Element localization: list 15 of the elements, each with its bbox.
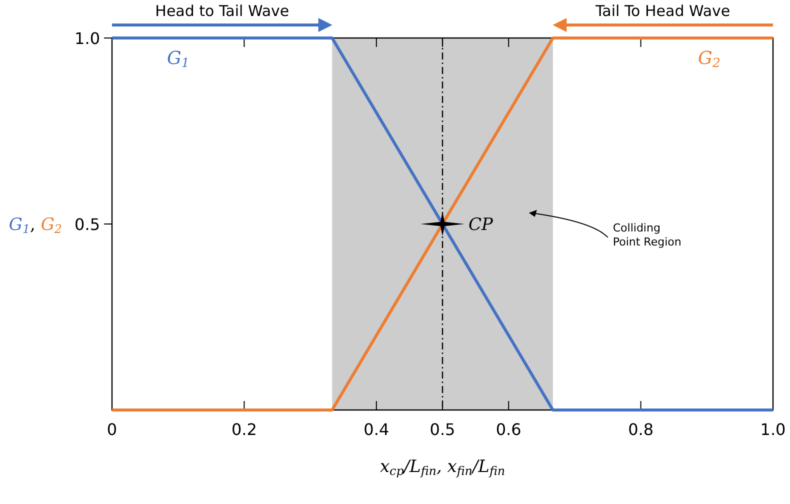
- x-tick-label: 0.6: [496, 420, 522, 439]
- x-axis-title: x$_{cp}$/L$_{fin}$, x$_{fin}$/L$_{fin}$: [380, 457, 506, 478]
- text: Head to Tail Wave: [155, 2, 290, 20]
- series-label: G$_{1}$: [167, 48, 190, 70]
- y-axis-title: G$_{1}$, G$_{2}$: [8, 215, 62, 236]
- x-tick-label: 1.0: [760, 420, 786, 439]
- band-label: Colliding Point Region: [612, 221, 682, 248]
- x-tick-label: 0.2: [231, 420, 257, 439]
- x-tick-label: 0: [106, 420, 118, 439]
- series-label: G$_{2}$: [698, 48, 720, 70]
- x-tick-label: 0.4: [364, 420, 390, 439]
- text: Tail To Head Wave: [594, 2, 730, 20]
- x-tick-label: 0.5: [430, 420, 456, 439]
- annotation: CP: [468, 215, 494, 235]
- x-tick-label: 0.8: [628, 420, 654, 439]
